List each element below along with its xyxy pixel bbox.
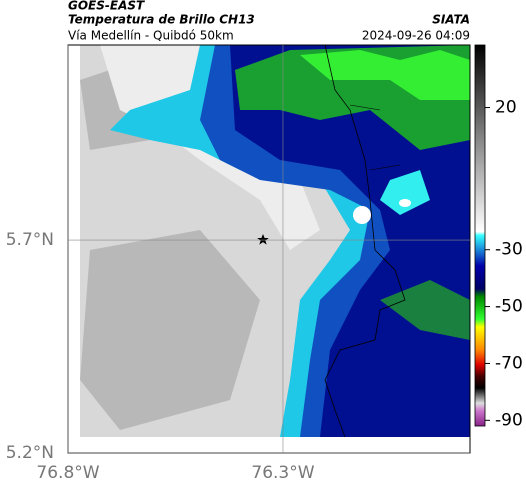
satellite-image <box>80 45 470 437</box>
location-marker <box>257 234 269 245</box>
brand: SIATA <box>432 13 470 27</box>
y-tick-label: 5.2°N <box>6 443 54 463</box>
colorbar-tick-label: -90 <box>495 410 523 430</box>
x-tick-label: 76.3°W <box>251 463 314 483</box>
timestamp: 2024-09-26 04:09 <box>362 29 470 43</box>
colorbar-tick-label: -50 <box>495 297 523 317</box>
colorbar-tick-label: 20 <box>495 98 517 118</box>
y-tick-label: 5.7°N <box>6 230 54 250</box>
x-tick-label: 76.8°W <box>36 463 99 483</box>
subtitle: Vía Medellín - Quibdó 50km <box>68 29 234 43</box>
colorbar-tick-label: -70 <box>495 353 523 373</box>
colorbar-tick-label: -30 <box>495 240 523 260</box>
source: GOES-EAST <box>68 0 145 13</box>
colorbar <box>474 44 486 427</box>
title: Temperatura de Brillo CH13 <box>68 13 255 27</box>
